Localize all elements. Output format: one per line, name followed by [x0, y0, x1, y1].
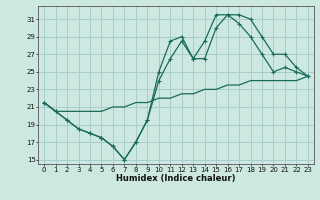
X-axis label: Humidex (Indice chaleur): Humidex (Indice chaleur): [116, 174, 236, 183]
